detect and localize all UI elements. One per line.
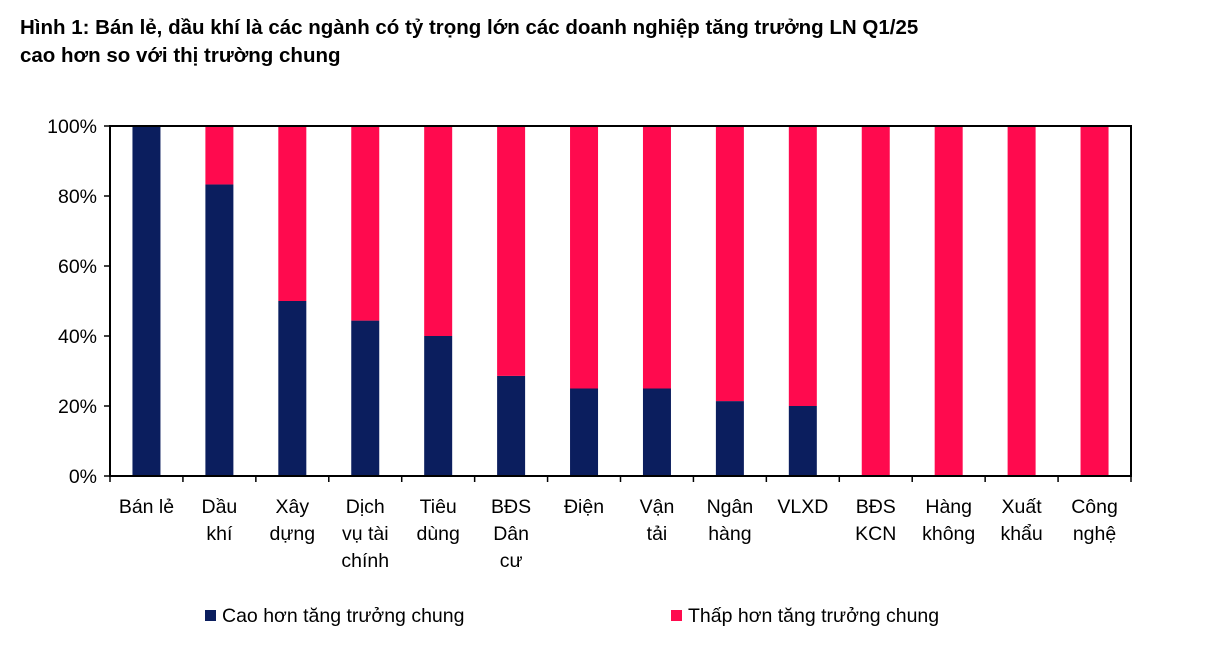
bar-segment-lower-10 [861, 126, 890, 476]
bar-segment-lower-5 [497, 126, 526, 376]
bar-segment-higher-5 [497, 375, 526, 476]
x-category-label: Xây dựng [270, 496, 316, 545]
chart-title-line-1: Hình 1: Bán lẻ, dầu khí là các ngành có … [20, 16, 919, 39]
x-category-label: Tiêu dùng [416, 496, 459, 545]
bar-segment-higher-1 [205, 184, 234, 476]
bar-segment-higher-2 [278, 301, 307, 476]
legend-swatch-higher [205, 610, 216, 621]
legend-swatch-lower [671, 610, 682, 621]
bar-segment-higher-4 [424, 336, 453, 476]
bar-segment-lower-7 [642, 126, 671, 389]
x-category-label: BĐS KCN [855, 496, 896, 545]
x-category-label: Điện [564, 496, 604, 518]
y-tick-label: 60% [58, 256, 97, 278]
x-category-label: Bán lẻ [119, 496, 174, 518]
bar-segment-higher-9 [788, 406, 817, 476]
x-category-label: Hàng không [922, 496, 975, 545]
y-tick-label: 40% [58, 326, 97, 348]
x-category-label: Dịch vụ tài chính [341, 496, 389, 572]
plot-frame [109, 125, 1132, 477]
legend-label-lower: Thấp hơn tăng trưởng chung [688, 605, 939, 627]
bar-segment-higher-7 [642, 388, 671, 476]
bar-segment-lower-2 [278, 126, 307, 301]
x-axis-categories: Bán lẻ Dầu khí Xây dựng Dịch vụ tài chính Tiêu dù… [109, 476, 1132, 572]
x-category-label: Công nghệ [1071, 496, 1118, 545]
bar-segment-higher-3 [351, 320, 380, 476]
x-category-label: Ngân hàng [707, 496, 754, 545]
x-category-label: Xuất khẩu [1000, 496, 1042, 545]
x-category-label: Dầu khí [202, 496, 238, 545]
bar-segment-higher-0 [132, 126, 161, 476]
bar-segment-lower-3 [351, 126, 380, 321]
legend-label-higher: Cao hơn tăng trưởng chung [222, 605, 464, 627]
bar-segment-higher-8 [715, 401, 744, 476]
legend: Cao hơn tăng trưởng chung Thấp hơn tăng t… [205, 605, 939, 627]
bar-segment-higher-6 [570, 388, 599, 476]
axes-group [109, 125, 1132, 477]
bar-segment-lower-11 [934, 126, 963, 476]
x-category-label: Vận tải [640, 496, 675, 545]
bar-segment-lower-9 [788, 126, 817, 406]
bar-segment-lower-1 [205, 126, 234, 185]
y-axis-ticks: 0% 20% 40% 60% 80% 100% [47, 116, 110, 488]
bar-segment-lower-13 [1080, 126, 1109, 476]
chart-title: Hình 1: Bán lẻ, dầu khí là các ngành có … [20, 14, 1210, 70]
y-tick-label: 100% [47, 116, 97, 138]
bar-segment-lower-12 [1007, 126, 1036, 476]
x-category-label: VLXD [777, 496, 828, 518]
x-category-label: BĐS Dân cư [491, 496, 531, 572]
bar-segment-lower-8 [715, 126, 744, 402]
bar-segment-lower-4 [424, 126, 453, 336]
y-tick-label: 0% [69, 466, 97, 488]
bars-group [132, 126, 1109, 476]
y-tick-label: 20% [58, 396, 97, 418]
y-tick-label: 80% [58, 186, 97, 208]
chart-title-line-2: cao hơn so với thị trường chung [20, 44, 341, 67]
bar-segment-lower-6 [570, 126, 599, 389]
